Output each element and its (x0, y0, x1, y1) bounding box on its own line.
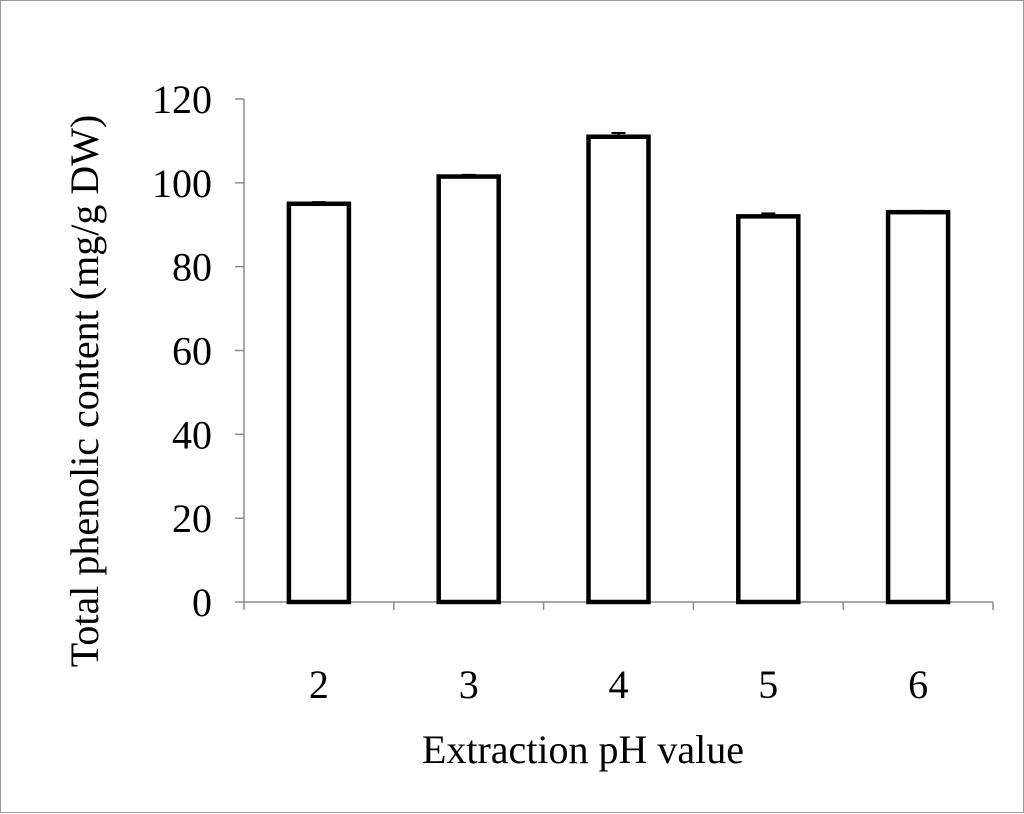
x-axis-title: Extraction pH value (422, 727, 744, 772)
y-tick-label: 0 (192, 580, 212, 625)
x-tick-label: 6 (908, 662, 928, 707)
bar (885, 209, 951, 605)
bar (436, 174, 501, 605)
y-tick-label: 60 (172, 329, 212, 374)
y-tick-label: 80 (172, 245, 212, 290)
axes (235, 98, 994, 610)
y-tick-labels: 0 20 40 60 80 100 120 (152, 77, 212, 625)
y-tick-label: 100 (152, 161, 212, 206)
bar (286, 201, 352, 605)
bar (586, 134, 651, 605)
x-tick-label: 4 (609, 662, 629, 707)
x-tick-label: 2 (309, 662, 329, 707)
x-tick-label: 5 (758, 662, 778, 707)
y-tick-label: 40 (172, 412, 212, 457)
bars (286, 131, 951, 605)
y-axis-title: Total phenolic content (mg/g DW) (62, 115, 107, 668)
y-tick-label: 20 (172, 496, 212, 541)
x-tick-label: 3 (459, 662, 479, 707)
x-tick-labels: 2 3 4 5 6 (309, 662, 928, 707)
bar (736, 214, 801, 605)
y-tick-label: 120 (152, 77, 212, 122)
